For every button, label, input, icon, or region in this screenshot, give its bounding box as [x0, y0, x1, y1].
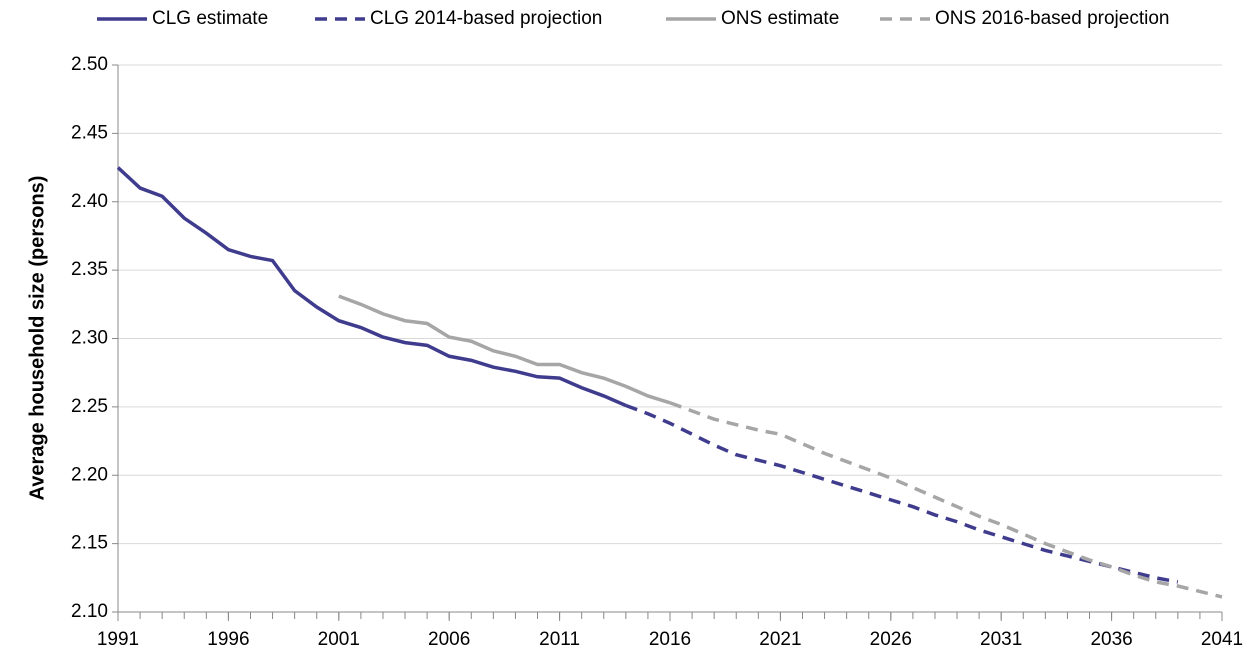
y-tick-label: 2.20	[71, 464, 108, 485]
y-tick-label: 2.40	[71, 191, 108, 212]
series-line	[625, 403, 1179, 584]
x-tick-label: 2006	[428, 629, 470, 650]
legend-label: CLG 2014-based projection	[370, 8, 602, 29]
x-tick-label: 2026	[870, 629, 912, 650]
x-tick-label: 2016	[649, 629, 691, 650]
y-tick-label: 2.10	[71, 601, 108, 622]
x-tick-label: 2036	[1090, 629, 1132, 650]
x-tick-label: 1991	[97, 629, 139, 650]
series-line	[669, 401, 1223, 599]
y-tick-label: 2.35	[71, 259, 108, 280]
legend-label: ONS 2016-based projection	[935, 8, 1169, 29]
series-line	[338, 294, 671, 405]
legend-label: ONS estimate	[721, 8, 839, 29]
x-tick-label: 2021	[759, 629, 801, 650]
x-tick-label: 1996	[207, 629, 249, 650]
x-tick-label: 2001	[318, 629, 360, 650]
y-tick-label: 2.15	[71, 533, 108, 554]
y-tick-label: 2.45	[71, 122, 108, 143]
x-tick-label: 2041	[1201, 629, 1243, 650]
legend-label: CLG estimate	[152, 8, 268, 29]
x-tick-label: 2031	[980, 629, 1022, 650]
x-tick-label: 2011	[539, 629, 580, 650]
series-line	[116, 166, 627, 408]
y-axis-label: Average household size (persons)	[26, 176, 48, 501]
y-tick-label: 2.25	[71, 396, 108, 417]
y-tick-label: 2.30	[71, 328, 108, 349]
y-tick-label: 2.50	[71, 54, 108, 75]
